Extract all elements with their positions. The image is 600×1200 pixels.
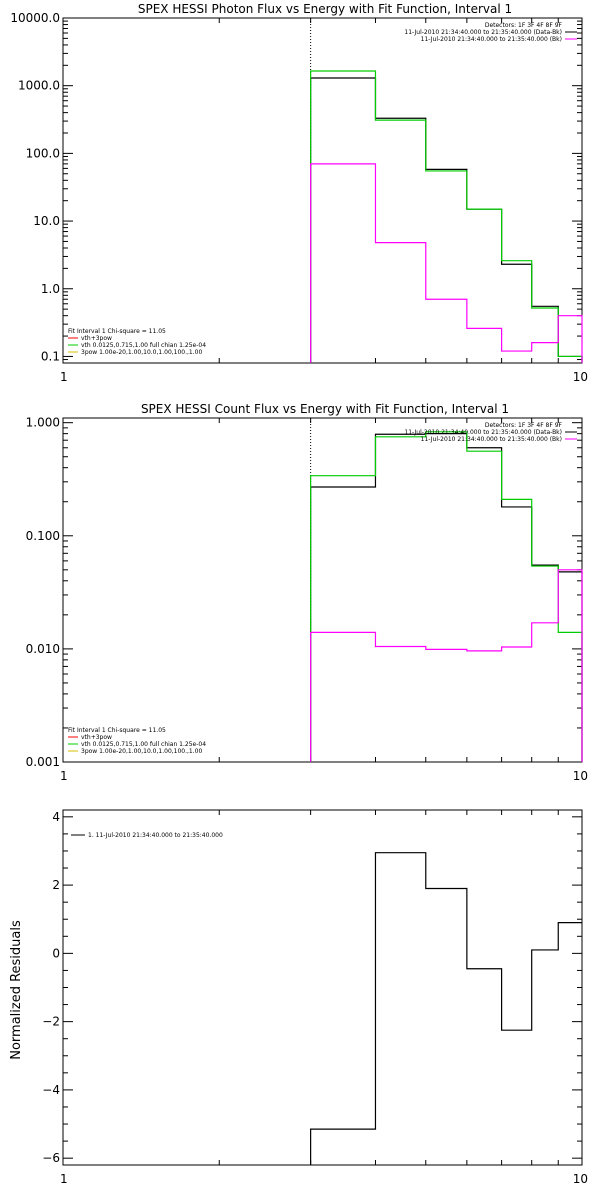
y-tick-label: 0	[52, 946, 60, 960]
y-tick-label: 10.0	[33, 214, 60, 228]
plot-frame	[62, 417, 583, 763]
data-series	[310, 852, 582, 1165]
series-0-histogram	[310, 852, 582, 1165]
legend-entry: 1. 11-Jul-2010 21:34:40.000 to 21:35:40.…	[88, 832, 223, 839]
fit-legend-entry: vth+3pow	[81, 734, 112, 741]
y-tick-label: 4	[52, 810, 60, 824]
x-tick-label: 10	[573, 1172, 588, 1186]
x-tick-label: 1	[60, 370, 68, 384]
y-tick-label: 1000.0	[18, 79, 60, 93]
count-flux-panel: SPEX HESSI Count Flux vs Energy with Fit…	[26, 402, 588, 783]
axes: 0.001 0.010 0.100 1.000 1 10	[26, 416, 588, 783]
x-tick-label: 10	[573, 769, 588, 783]
x-tick-label: 1	[60, 769, 68, 783]
legend-entry: Detectors: 1F 3F 4F 8F 9F	[485, 422, 563, 429]
x-tick-label: 1	[60, 1172, 68, 1186]
fit-legend-entry: vth 0.0125,0.715,1.00 full chian 1.25e-0…	[81, 342, 206, 349]
fit-legend-entry: 3pow 1.00e-20,1.00,10.0,1.00,100.,1.00	[81, 349, 202, 356]
y-tick-label: −2	[42, 1015, 60, 1029]
fit-legend-title: Fit Interval 1 Chi-square = 11.05	[68, 328, 166, 335]
series-1-histogram	[310, 70, 583, 363]
y-tick-label: 2	[52, 878, 60, 892]
y-tick-label: 0.010	[26, 642, 60, 656]
y-tick-label: 1.0	[41, 282, 60, 296]
legend-entry: Detectors: 1F 3F 4F 8F 9F	[485, 22, 563, 29]
legend-entry: 11-Jul-2010 21:34:40.000 to 21:35:40.000…	[404, 429, 562, 436]
y-axis-label: Normalized Residuals	[9, 920, 24, 1060]
legend: 1. 11-Jul-2010 21:34:40.000 to 21:35:40.…	[71, 832, 223, 839]
x-tick-label: 10	[573, 370, 588, 384]
plot-frame	[62, 809, 583, 1166]
y-tick-label: −4	[42, 1083, 60, 1097]
data-series	[310, 418, 583, 762]
chart-title: SPEX HESSI Photon Flux vs Energy with Fi…	[138, 2, 512, 16]
chart-title: SPEX HESSI Count Flux vs Energy with Fit…	[141, 402, 509, 416]
y-tick-label: 0.100	[26, 529, 60, 543]
y-tick-label: 1.000	[26, 416, 60, 430]
series-2-histogram	[310, 163, 583, 363]
legend-entry: 11-Jul-2010 21:34:40.000 to 21:35:40.000…	[404, 29, 562, 36]
axes: 0.1 1.0 10.0 100.0 1000.0 10000.0 1 10	[10, 11, 588, 384]
plot-frame	[62, 17, 583, 364]
series-1-histogram	[310, 431, 583, 762]
fit-legend-entry: vth 0.0125,0.715,1.00 full chian 1.25e-0…	[81, 741, 206, 748]
series-0-histogram	[310, 77, 583, 363]
series-0-histogram	[310, 433, 583, 762]
legend-entry: 11-Jul-2010 21:34:40.000 to 21:35:40.000…	[421, 36, 562, 43]
fit-legend-entry: 3pow 1.00e-20,1.00,10.0,1.00,100.,1.00	[81, 748, 202, 755]
fit-legend-title: Fit Interval 1 Chi-square = 11.05	[68, 727, 166, 734]
y-tick-label: −6	[42, 1151, 60, 1165]
legend-entry: 11-Jul-2010 21:34:40.000 to 21:35:40.000…	[421, 436, 562, 443]
y-tick-label: 100.0	[26, 146, 60, 160]
y-tick-label: 0.001	[26, 755, 60, 769]
series-2-histogram	[310, 569, 583, 762]
data-series	[310, 18, 583, 363]
y-tick-label: 10000.0	[10, 11, 60, 25]
photon-flux-panel: SPEX HESSI Photon Flux vs Energy with Fi…	[10, 2, 588, 384]
fit-legend-entry: vth+3pow	[81, 335, 112, 342]
y-tick-label: 0.1	[41, 349, 60, 363]
residuals-panel: Normalized Residuals −6 −4 −2 0 2 4 1 10 1. 11-…	[9, 809, 588, 1186]
